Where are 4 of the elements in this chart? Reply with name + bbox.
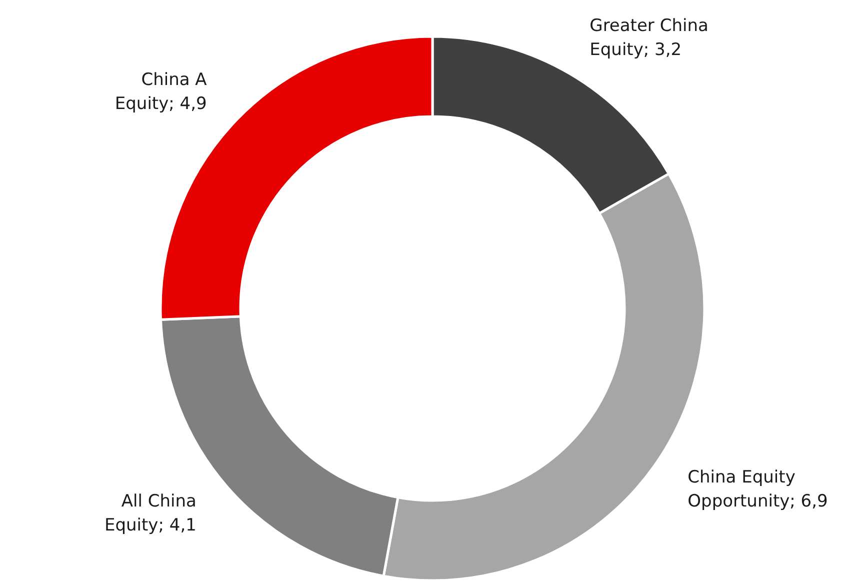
slice-label: All China Equity; 4,1 xyxy=(104,492,196,536)
slice-label: China Equity Opportunity; 6,9 xyxy=(688,467,828,512)
slice-label: Greater China Equity; 3,2 xyxy=(590,16,708,60)
slice-label: China A Equity; 4,9 xyxy=(114,70,208,114)
